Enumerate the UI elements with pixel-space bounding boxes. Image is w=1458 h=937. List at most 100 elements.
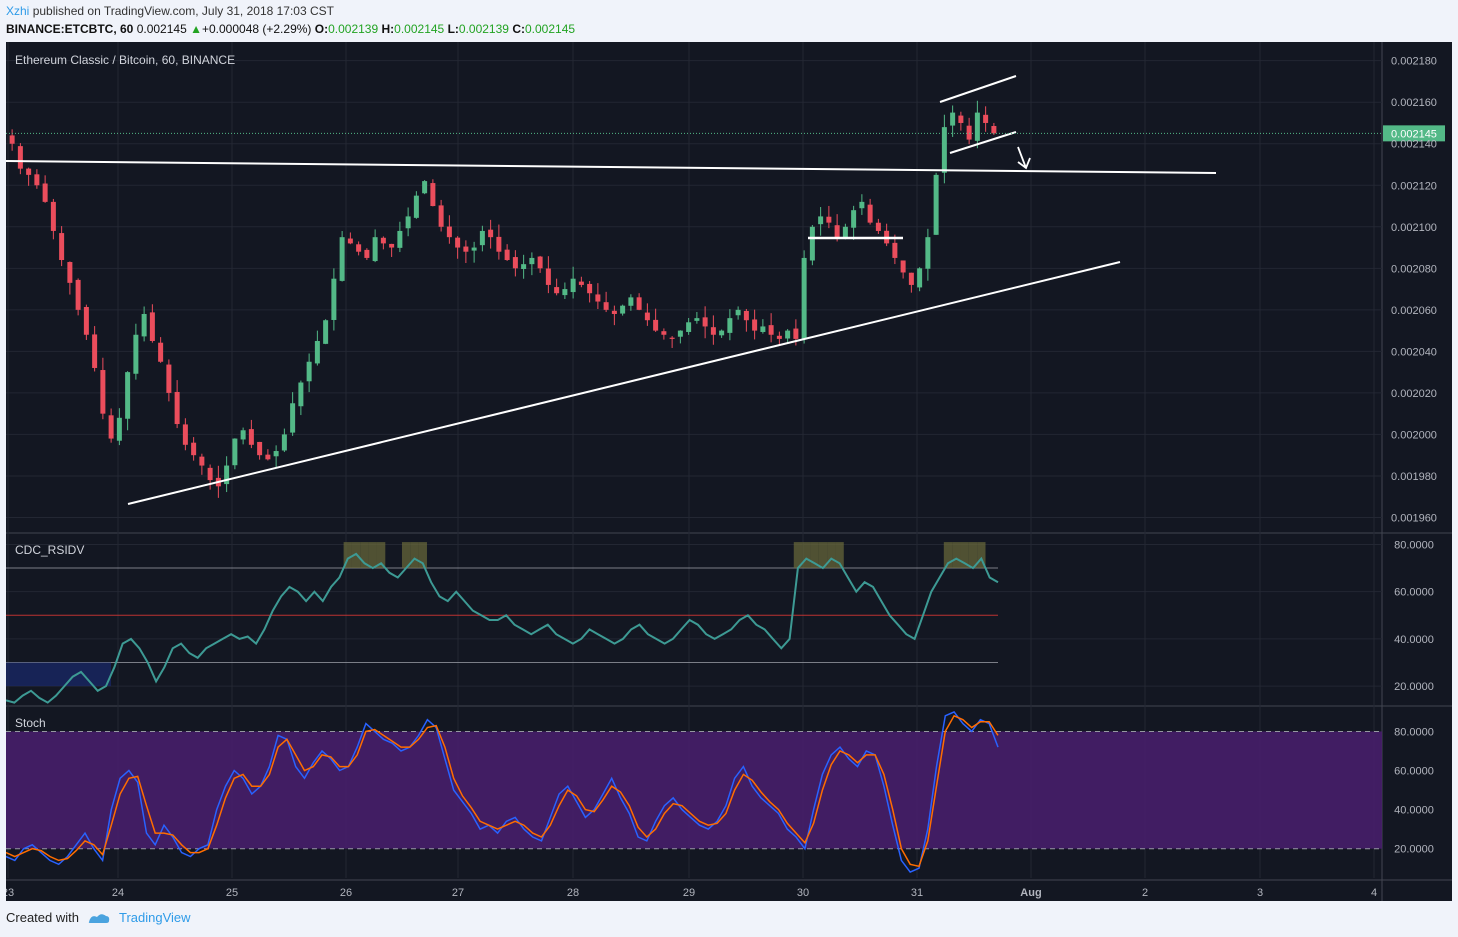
candle-body bbox=[875, 222, 881, 231]
candle-body bbox=[298, 382, 304, 407]
stoch-axis[interactable]: 80.0000 60.0000 40.0000 20.0000 bbox=[1394, 726, 1434, 855]
candle-body bbox=[537, 256, 543, 269]
candle bbox=[727, 309, 733, 341]
candle bbox=[17, 143, 23, 175]
candle-body bbox=[331, 278, 337, 320]
candle-body bbox=[471, 247, 477, 251]
candle-body bbox=[488, 229, 494, 238]
candle bbox=[100, 357, 106, 420]
support-trendline[interactable] bbox=[127, 261, 1121, 505]
rsi-axis[interactable]: 80.0000 60.0000 40.0000 20.0000 bbox=[1394, 539, 1434, 693]
candle-body bbox=[141, 313, 147, 337]
candle-body bbox=[281, 434, 287, 451]
candle-body bbox=[9, 135, 15, 144]
candle bbox=[801, 250, 807, 344]
candle bbox=[166, 359, 172, 402]
candle bbox=[719, 329, 725, 338]
candle-body bbox=[892, 242, 898, 258]
candle bbox=[636, 293, 642, 311]
candle-body bbox=[710, 327, 716, 335]
candle bbox=[917, 267, 923, 292]
candle bbox=[314, 330, 320, 366]
stoch-tick-label: 80.0000 bbox=[1394, 726, 1434, 738]
candle-body bbox=[554, 287, 560, 294]
author-link[interactable]: Xzhi bbox=[6, 4, 30, 18]
resistance-trendline[interactable] bbox=[5, 160, 1217, 174]
candle bbox=[149, 304, 155, 343]
candle bbox=[669, 336, 675, 348]
footer: Created with TradingView bbox=[6, 910, 191, 925]
time-tick-label: 2 bbox=[1142, 887, 1148, 899]
candle-body bbox=[743, 310, 749, 321]
candle bbox=[966, 117, 972, 145]
rsi-overbought-fill bbox=[410, 542, 419, 569]
tradingview-link[interactable]: TradingView bbox=[118, 910, 191, 925]
candle-body bbox=[628, 297, 634, 306]
arrow-down-icon[interactable] bbox=[1017, 146, 1031, 170]
candle bbox=[182, 418, 188, 451]
price-axis[interactable]: 0.002180 0.002160 0.002140 0.002120 0.002100… bbox=[1391, 56, 1437, 525]
candle-body bbox=[323, 320, 329, 344]
time-tick-label: 23 bbox=[6, 887, 14, 899]
price-tick-label: 0.002060 bbox=[1391, 305, 1437, 317]
candle bbox=[158, 337, 164, 363]
price-tick-label: 0.002000 bbox=[1391, 429, 1437, 441]
candle-body bbox=[116, 417, 122, 441]
candle-body bbox=[380, 237, 386, 244]
candle bbox=[413, 191, 419, 219]
candle bbox=[116, 408, 122, 446]
candle bbox=[50, 198, 56, 240]
low-key: L: bbox=[447, 22, 459, 36]
stoch-d-line bbox=[5, 714, 999, 868]
price-tick-label: 0.002140 bbox=[1391, 139, 1437, 151]
candle bbox=[809, 225, 815, 266]
time-tick-label: 29 bbox=[683, 887, 695, 899]
chart-svg[interactable]: 0.002145 Ethereum Classic / Bitcoin, 60,… bbox=[2, 42, 1452, 901]
candle bbox=[562, 282, 568, 300]
stoch-tick-label: 20.0000 bbox=[1394, 844, 1434, 856]
candle bbox=[603, 291, 609, 313]
rsi-pane bbox=[5, 542, 999, 704]
time-tick-label: Aug bbox=[1020, 887, 1041, 899]
time-axis[interactable]: 232425262728293031Aug234 bbox=[2, 887, 1377, 899]
price-tick-label: 0.002080 bbox=[1391, 263, 1437, 275]
candle-body bbox=[446, 226, 452, 238]
candle bbox=[422, 180, 428, 195]
candle bbox=[141, 306, 147, 342]
candle bbox=[694, 312, 700, 324]
flag-lower-line[interactable] bbox=[949, 131, 1017, 154]
rsi-overbought-fill bbox=[943, 542, 953, 569]
candle-body bbox=[776, 335, 782, 339]
candle bbox=[125, 371, 131, 431]
flag-upper-line[interactable] bbox=[939, 75, 1017, 103]
rsi-overbought-fill bbox=[977, 542, 986, 569]
candle-body bbox=[545, 268, 551, 285]
candle bbox=[92, 326, 98, 372]
candle bbox=[446, 215, 452, 244]
candle bbox=[281, 428, 287, 453]
candle-body bbox=[521, 264, 527, 269]
candle bbox=[504, 244, 510, 261]
trendline-drawings[interactable] bbox=[5, 75, 1217, 505]
candle bbox=[356, 241, 362, 256]
rsi-overbought-fill bbox=[343, 542, 352, 569]
candle bbox=[570, 266, 576, 299]
candle-body bbox=[636, 297, 642, 310]
price-tick-label: 0.002100 bbox=[1391, 222, 1437, 234]
published-text: published on TradingView.com, July 31, 2… bbox=[32, 4, 334, 18]
candle-body bbox=[620, 305, 626, 314]
candle-body bbox=[504, 249, 510, 261]
candle bbox=[232, 438, 238, 470]
candle bbox=[479, 225, 485, 252]
candle-body bbox=[356, 244, 362, 252]
candle-body bbox=[306, 361, 312, 382]
candle-body bbox=[603, 302, 609, 310]
candle bbox=[611, 305, 617, 326]
stoch-pane-title: Stoch bbox=[15, 716, 46, 730]
candle-body bbox=[207, 467, 213, 481]
candle bbox=[463, 240, 469, 263]
candle-body bbox=[59, 233, 65, 261]
candle-body bbox=[611, 310, 617, 314]
chart-area[interactable]: 0.002145 Ethereum Classic / Bitcoin, 60,… bbox=[2, 42, 1452, 901]
candle-body bbox=[661, 331, 667, 335]
